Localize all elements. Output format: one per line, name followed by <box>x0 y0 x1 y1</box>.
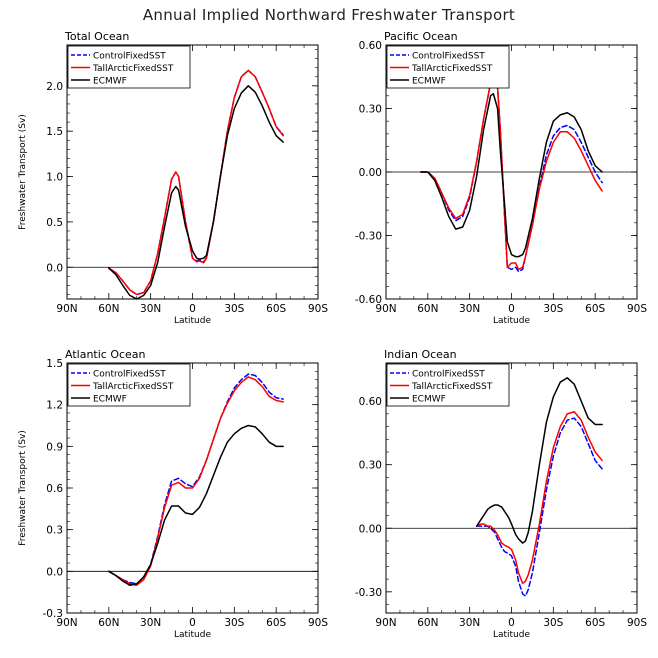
x-axis-label: Latitude <box>493 316 531 326</box>
series-line-controlfixedsst <box>420 76 603 273</box>
legend-label: TallArcticFixedSST <box>92 382 174 392</box>
plot-frame <box>385 362 638 614</box>
figure-title: Annual Implied Northward Freshwater Tran… <box>142 6 516 24</box>
y-tick-label: -0.30 <box>355 231 382 243</box>
series-line-ecmwf <box>420 92 603 258</box>
y-tick-label: 1.5 <box>46 126 63 138</box>
x-tick-label: 60S <box>585 303 605 315</box>
panel-title: Indian Ocean <box>384 348 457 361</box>
series-line-tallarcticfixedsst <box>475 410 603 585</box>
y-tick-label: 1.5 <box>46 358 63 370</box>
legend-label: ControlFixedSST <box>93 52 166 62</box>
x-tick-label: 90S <box>627 303 647 315</box>
series-line-ecmwf <box>108 85 284 300</box>
y-tick-label: -0.60 <box>355 294 382 306</box>
series-line-controlfixedsst <box>475 417 603 597</box>
x-tick-label: 30S <box>224 617 244 629</box>
panel-title: Total Ocean <box>64 30 129 43</box>
x-tick-label: 60N <box>98 617 119 629</box>
series-line-tallarcticfixedsst <box>420 76 603 271</box>
panel-indian-ocean: Indian Ocean 90N 60N 30N 0 30S 60S 90S -0.30 0.00… <box>355 348 648 640</box>
legend-label: ECMWF <box>93 77 127 87</box>
x-tick-label: 90N <box>375 303 396 315</box>
x-tick-label: 0 <box>508 303 515 315</box>
legend-label: ControlFixedSST <box>93 370 166 380</box>
x-tick-label: 90S <box>627 617 647 629</box>
series-line-tallarcticfixedsst <box>108 69 284 296</box>
x-tick-label: 60N <box>98 303 119 315</box>
panel-atlantic-ocean: Atlantic Ocean 90N 60N 30N 0 30S 60S 90S -0.3 0.0… <box>18 348 328 640</box>
y-tick-label: 0.30 <box>359 460 382 472</box>
x-tick-label: 90S <box>308 303 328 315</box>
x-tick-label: 90N <box>56 617 77 629</box>
x-tick-label: 60S <box>266 303 286 315</box>
legend-box <box>386 45 510 89</box>
series-line-ecmwf <box>108 424 284 586</box>
y-tick-label: 0.0 <box>46 262 63 274</box>
x-tick-label: 60N <box>417 617 438 629</box>
series-line-tallarcticfixedsst <box>108 376 284 586</box>
x-tick-label: 30N <box>459 617 480 629</box>
y-tick-label: 0.00 <box>359 167 382 179</box>
x-tick-label: 90N <box>56 303 77 315</box>
y-axis-label: Freshwater Transport (Sv) <box>18 430 28 546</box>
y-tick-label: 1.2 <box>46 400 63 412</box>
y-tick-label: 0.60 <box>359 396 382 408</box>
legend-label: ControlFixedSST <box>412 370 485 380</box>
x-tick-label: 0 <box>189 303 196 315</box>
legend-label: TallArcticFixedSST <box>411 382 493 392</box>
plot-frame <box>385 44 638 300</box>
x-tick-label: 60S <box>585 617 605 629</box>
y-tick-label: 1.0 <box>46 172 63 184</box>
x-axis-label: Latitude <box>493 630 531 640</box>
y-tick-label: 0.30 <box>359 104 382 116</box>
y-tick-label: 0.9 <box>46 441 63 453</box>
panel-title: Pacific Ocean <box>384 30 458 43</box>
x-tick-label: 90N <box>375 617 396 629</box>
plot-frame <box>66 362 319 614</box>
x-tick-label: 60S <box>266 617 286 629</box>
y-tick-label: 0.60 <box>359 40 382 52</box>
x-tick-label: 30S <box>543 617 563 629</box>
legend-label: ECMWF <box>412 77 446 87</box>
legend-label: ECMWF <box>412 395 446 405</box>
y-tick-label: -0.3 <box>43 608 64 620</box>
y-tick-label: -0.30 <box>355 587 382 599</box>
y-tick-label: 0.6 <box>46 483 63 495</box>
x-tick-label: 30N <box>459 303 480 315</box>
panel-total-ocean: Total Ocean 90N 60N 30N 0 30S 60S 90S 0.0 0.5 1.0 1… <box>18 30 328 326</box>
y-tick-label: 0.5 <box>46 217 63 229</box>
plot-frame <box>66 44 319 300</box>
x-axis-label: Latitude <box>174 630 212 640</box>
y-tick-label: 2.0 <box>46 81 63 93</box>
x-tick-label: 30S <box>543 303 563 315</box>
y-axis-label: Freshwater Transport (Sv) <box>18 114 28 230</box>
legend-box <box>67 363 191 407</box>
panel-pacific-ocean: Pacific Ocean 90N 60N 30N 0 30S 60S 90S -0.60 -0.… <box>355 30 648 326</box>
x-axis-label: Latitude <box>174 316 212 326</box>
legend-label: TallArcticFixedSST <box>411 64 493 74</box>
x-tick-label: 30N <box>140 303 161 315</box>
x-tick-label: 90S <box>308 617 328 629</box>
y-tick-label: 0.3 <box>46 525 63 537</box>
x-tick-label: 0 <box>508 617 515 629</box>
legend-label: TallArcticFixedSST <box>92 64 174 74</box>
legend-label: ECMWF <box>93 395 127 405</box>
y-tick-label: 0.0 <box>46 566 63 578</box>
x-tick-label: 60N <box>417 303 438 315</box>
legend-label: ControlFixedSST <box>412 52 485 62</box>
x-tick-label: 30S <box>224 303 244 315</box>
y-tick-label: 0.00 <box>359 523 382 535</box>
panel-title: Atlantic Ocean <box>65 348 146 361</box>
x-tick-label: 30N <box>140 617 161 629</box>
x-tick-label: 0 <box>189 617 196 629</box>
series-line-ecmwf <box>475 377 603 544</box>
